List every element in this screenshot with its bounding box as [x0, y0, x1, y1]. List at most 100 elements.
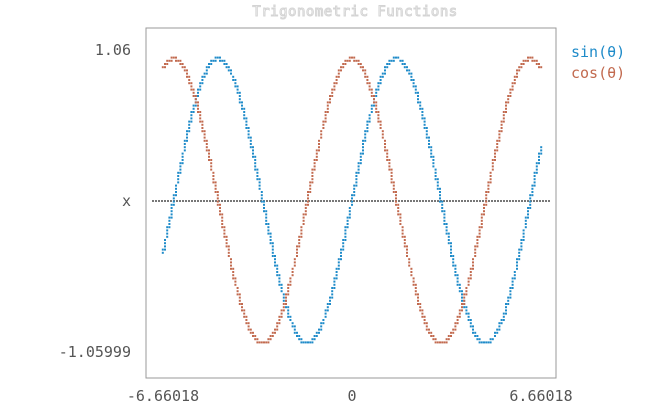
point [175, 191, 177, 193]
point [368, 88, 371, 91]
point [219, 56, 221, 59]
point [199, 111, 202, 113]
point [522, 59, 525, 62]
point [421, 315, 424, 318]
point [322, 322, 325, 325]
point [326, 306, 329, 309]
point [527, 213, 529, 216]
point [342, 248, 345, 251]
point [190, 85, 193, 88]
point [454, 271, 457, 273]
point [260, 191, 263, 193]
point [274, 258, 276, 261]
point [280, 315, 283, 318]
point [403, 235, 406, 238]
point [522, 235, 525, 238]
point [221, 226, 224, 229]
point [265, 213, 268, 216]
point [419, 306, 422, 309]
point [285, 296, 287, 299]
point [269, 338, 272, 341]
point [357, 162, 360, 165]
point [245, 120, 248, 123]
point [161, 66, 164, 69]
point [199, 88, 202, 91]
frame-edges [145, 27, 557, 379]
point [487, 184, 490, 187]
point [425, 325, 428, 328]
point [186, 139, 188, 142]
point [164, 245, 166, 248]
point [408, 69, 411, 72]
point [344, 239, 347, 241]
point [535, 171, 538, 174]
point [190, 82, 193, 85]
point [456, 315, 459, 318]
point [322, 127, 325, 129]
point [355, 59, 358, 62]
point [357, 171, 360, 174]
point [364, 139, 367, 142]
point [436, 178, 439, 181]
point [324, 120, 327, 123]
point [335, 267, 338, 270]
point [307, 203, 309, 206]
point [441, 210, 444, 213]
point [278, 315, 281, 318]
point [324, 309, 327, 312]
point [326, 104, 329, 107]
point [190, 114, 193, 117]
point [357, 59, 360, 62]
point [474, 248, 477, 251]
point [280, 290, 283, 293]
x-tick-label: 6.66018 [509, 387, 572, 405]
point [236, 290, 239, 293]
point [502, 114, 505, 117]
point [434, 341, 437, 344]
point [529, 207, 532, 209]
point [168, 59, 171, 62]
point [480, 226, 483, 229]
point [188, 130, 191, 133]
point [326, 101, 329, 104]
point [502, 111, 505, 113]
point [245, 123, 248, 126]
axis-dot [470, 200, 472, 203]
point [428, 136, 430, 139]
point [531, 194, 534, 197]
point [516, 267, 518, 270]
point [315, 152, 318, 155]
point [227, 251, 230, 254]
point [392, 59, 395, 62]
y-tick-label: x [122, 192, 131, 210]
point [335, 277, 338, 280]
point [527, 210, 529, 213]
point [366, 127, 369, 129]
point [278, 283, 281, 286]
x-tick-label: 0 [347, 387, 356, 405]
point [507, 95, 510, 97]
point [533, 184, 536, 187]
point [500, 319, 503, 321]
point [221, 216, 224, 219]
point [467, 277, 470, 280]
axis-dot [368, 200, 370, 203]
point [276, 264, 279, 267]
frame-corners [145, 27, 557, 379]
axis-dot [278, 200, 280, 203]
axis-dot [401, 200, 403, 203]
point [342, 245, 345, 248]
point [494, 149, 496, 152]
point [311, 171, 314, 174]
axis-dot [314, 200, 316, 203]
point [511, 88, 514, 91]
point [430, 146, 433, 149]
point [302, 216, 305, 219]
point [353, 194, 356, 197]
point [377, 120, 380, 123]
point [212, 171, 215, 174]
point [362, 149, 364, 152]
point [265, 219, 268, 222]
point [175, 59, 177, 62]
point [278, 280, 281, 283]
